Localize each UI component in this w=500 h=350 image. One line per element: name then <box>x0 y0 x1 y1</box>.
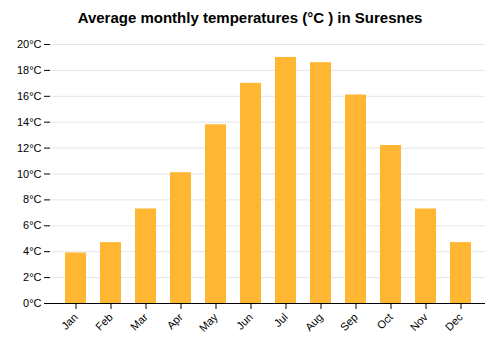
svg-text:Jan: Jan <box>59 311 80 332</box>
svg-text:May: May <box>197 310 221 334</box>
svg-text:18°C: 18°C <box>17 64 42 76</box>
svg-text:Dec: Dec <box>443 310 466 333</box>
html-text:Average monthly temperatures (: Average monthly temperatures (°C ) in Su… <box>77 9 423 26</box>
svg-text:16°C: 16°C <box>17 90 42 102</box>
svg-text:Jun: Jun <box>234 311 255 332</box>
svg-text:Mar: Mar <box>128 311 150 333</box>
svg-text:Sep: Sep <box>338 311 360 333</box>
svg-text:Apr: Apr <box>164 311 185 332</box>
svg-text:4°C: 4°C <box>23 245 42 257</box>
svg-text:12°C: 12°C <box>17 142 42 154</box>
svg-text:Feb: Feb <box>93 311 115 333</box>
svg-text:14°C: 14°C <box>17 116 42 128</box>
svg-text:Jul: Jul <box>271 311 289 329</box>
svg-text:Nov: Nov <box>408 310 431 333</box>
svg-text:8°C: 8°C <box>23 193 42 205</box>
svg-text:20°C: 20°C <box>17 38 42 50</box>
svg-text:2°C: 2°C <box>23 271 42 283</box>
svg-text:Oct: Oct <box>374 311 395 332</box>
svg-text:10°C: 10°C <box>17 168 42 180</box>
svg-text:Aug: Aug <box>303 311 325 333</box>
svg-text:6°C: 6°C <box>23 219 42 231</box>
svg-text:0°C: 0°C <box>23 297 42 309</box>
